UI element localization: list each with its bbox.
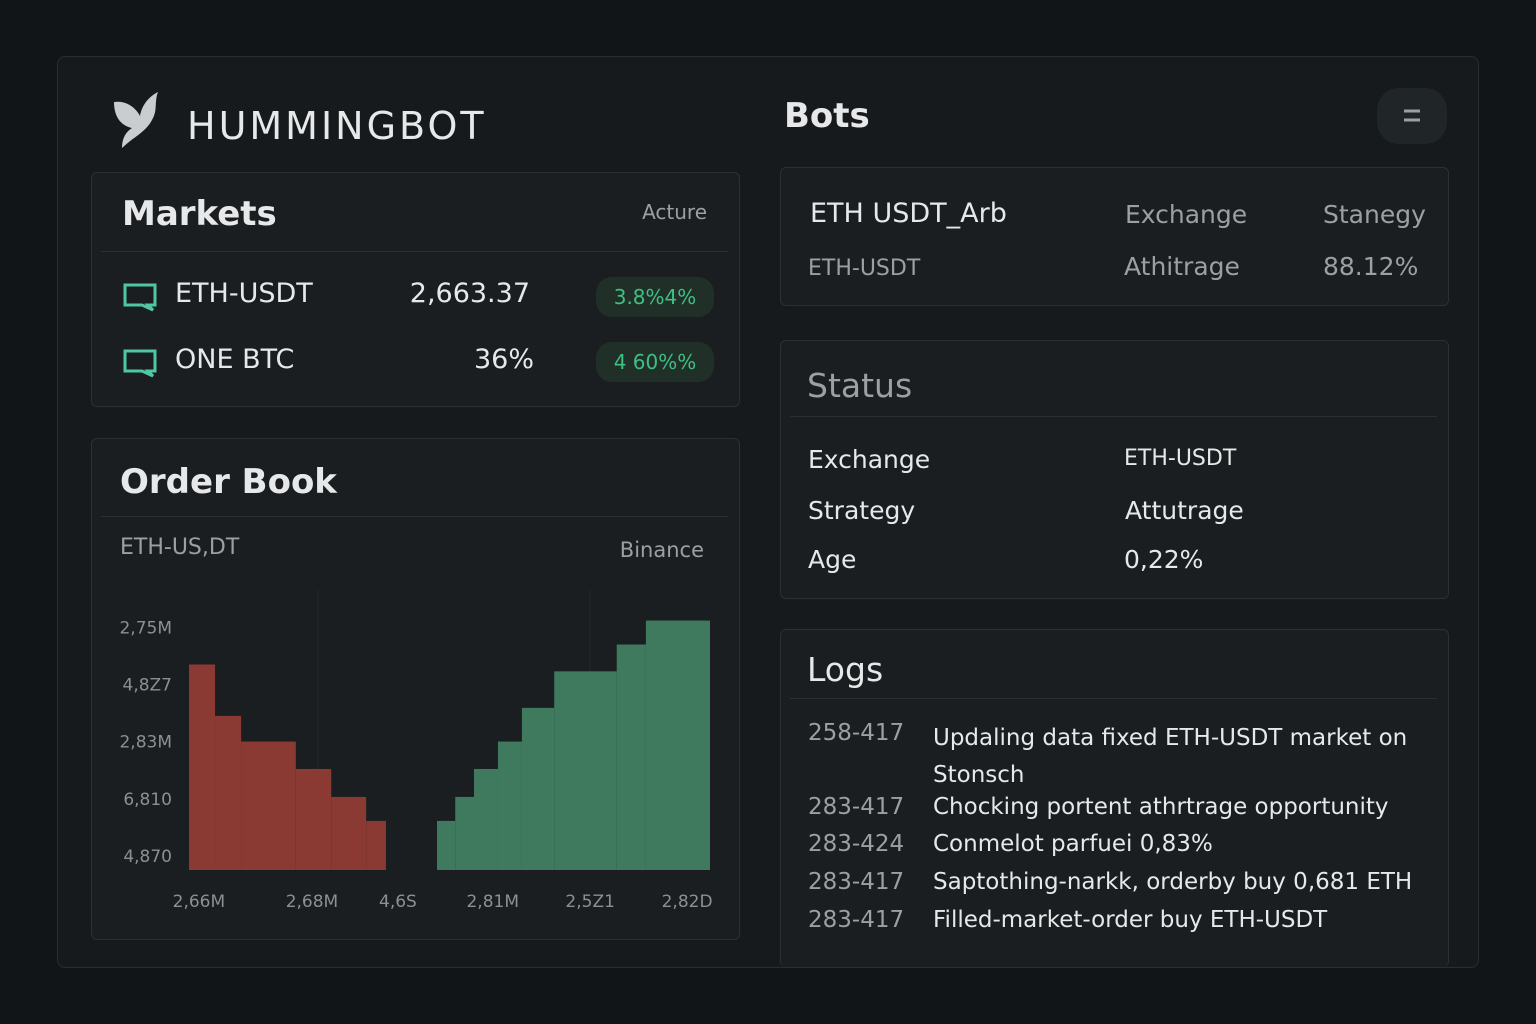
bot-card[interactable] bbox=[780, 167, 1449, 306]
logo bbox=[114, 92, 158, 148]
market-icon bbox=[123, 283, 157, 312]
market-price: 36% bbox=[473, 344, 534, 375]
order-book-title: Order Book bbox=[120, 462, 337, 502]
logs-title: Logs bbox=[807, 650, 884, 689]
separator bbox=[101, 251, 728, 252]
log-message: Saptothing-narkk, orderby buy 0,681 ETH bbox=[933, 869, 1413, 895]
market-pair[interactable]: ETH-USDT bbox=[175, 278, 313, 309]
bot-header: Exchange bbox=[1125, 200, 1248, 229]
market-pair[interactable]: ONE BTC bbox=[175, 344, 295, 375]
separator bbox=[101, 516, 728, 517]
bot-value: Athitrage bbox=[1124, 252, 1240, 281]
bot-name: ETH USDT_Arb bbox=[810, 198, 1007, 229]
log-message: Filled-market-order buy ETH-USDT bbox=[933, 907, 1328, 933]
bot-value: 88.12% bbox=[1323, 252, 1419, 281]
markets-title: Markets bbox=[122, 194, 277, 234]
market-change: 3.8%4% bbox=[596, 277, 714, 317]
bot-header: Stanegy bbox=[1323, 200, 1426, 229]
order-book-exchange: Binance bbox=[619, 538, 704, 562]
status-value: ETH-USDT bbox=[1124, 446, 1237, 471]
status-card bbox=[780, 340, 1449, 599]
log-time: 283-424 bbox=[808, 831, 905, 857]
order-book-pair: ETH-US,DT bbox=[120, 535, 240, 560]
bots-title: Bots bbox=[784, 96, 870, 136]
order-book-card bbox=[91, 438, 740, 940]
log-message: Conmelot parfuei 0,83% bbox=[933, 831, 1213, 857]
markets-status[interactable]: Acture bbox=[642, 200, 707, 224]
status-label: Age bbox=[808, 545, 857, 574]
brand: HUMMINGBOT bbox=[187, 104, 487, 148]
log-message: Chocking portent athrtrage opportunity bbox=[933, 794, 1389, 820]
separator bbox=[790, 698, 1437, 699]
status-title: Status bbox=[807, 366, 913, 405]
bot-pair: ETH-USDT bbox=[808, 256, 921, 281]
log-time: 258-417 bbox=[808, 720, 905, 746]
market-price: 2,663.37 bbox=[409, 278, 530, 309]
logs-card bbox=[780, 629, 1449, 967]
market-icon bbox=[123, 349, 157, 378]
log-message: Updaling data fixed ETH-USDT market on S… bbox=[933, 725, 1408, 788]
status-value: 0,22% bbox=[1124, 545, 1204, 574]
status-label: Strategy bbox=[808, 496, 916, 525]
market-change: 4 60%% bbox=[596, 342, 714, 382]
menu-button[interactable] bbox=[1377, 88, 1447, 144]
status-label: Exchange bbox=[808, 445, 931, 474]
log-time: 283-417 bbox=[808, 869, 905, 895]
status-value: Attutrage bbox=[1125, 496, 1244, 525]
separator bbox=[790, 416, 1437, 417]
log-time: 283-417 bbox=[808, 907, 905, 933]
log-time: 283-417 bbox=[808, 794, 905, 820]
